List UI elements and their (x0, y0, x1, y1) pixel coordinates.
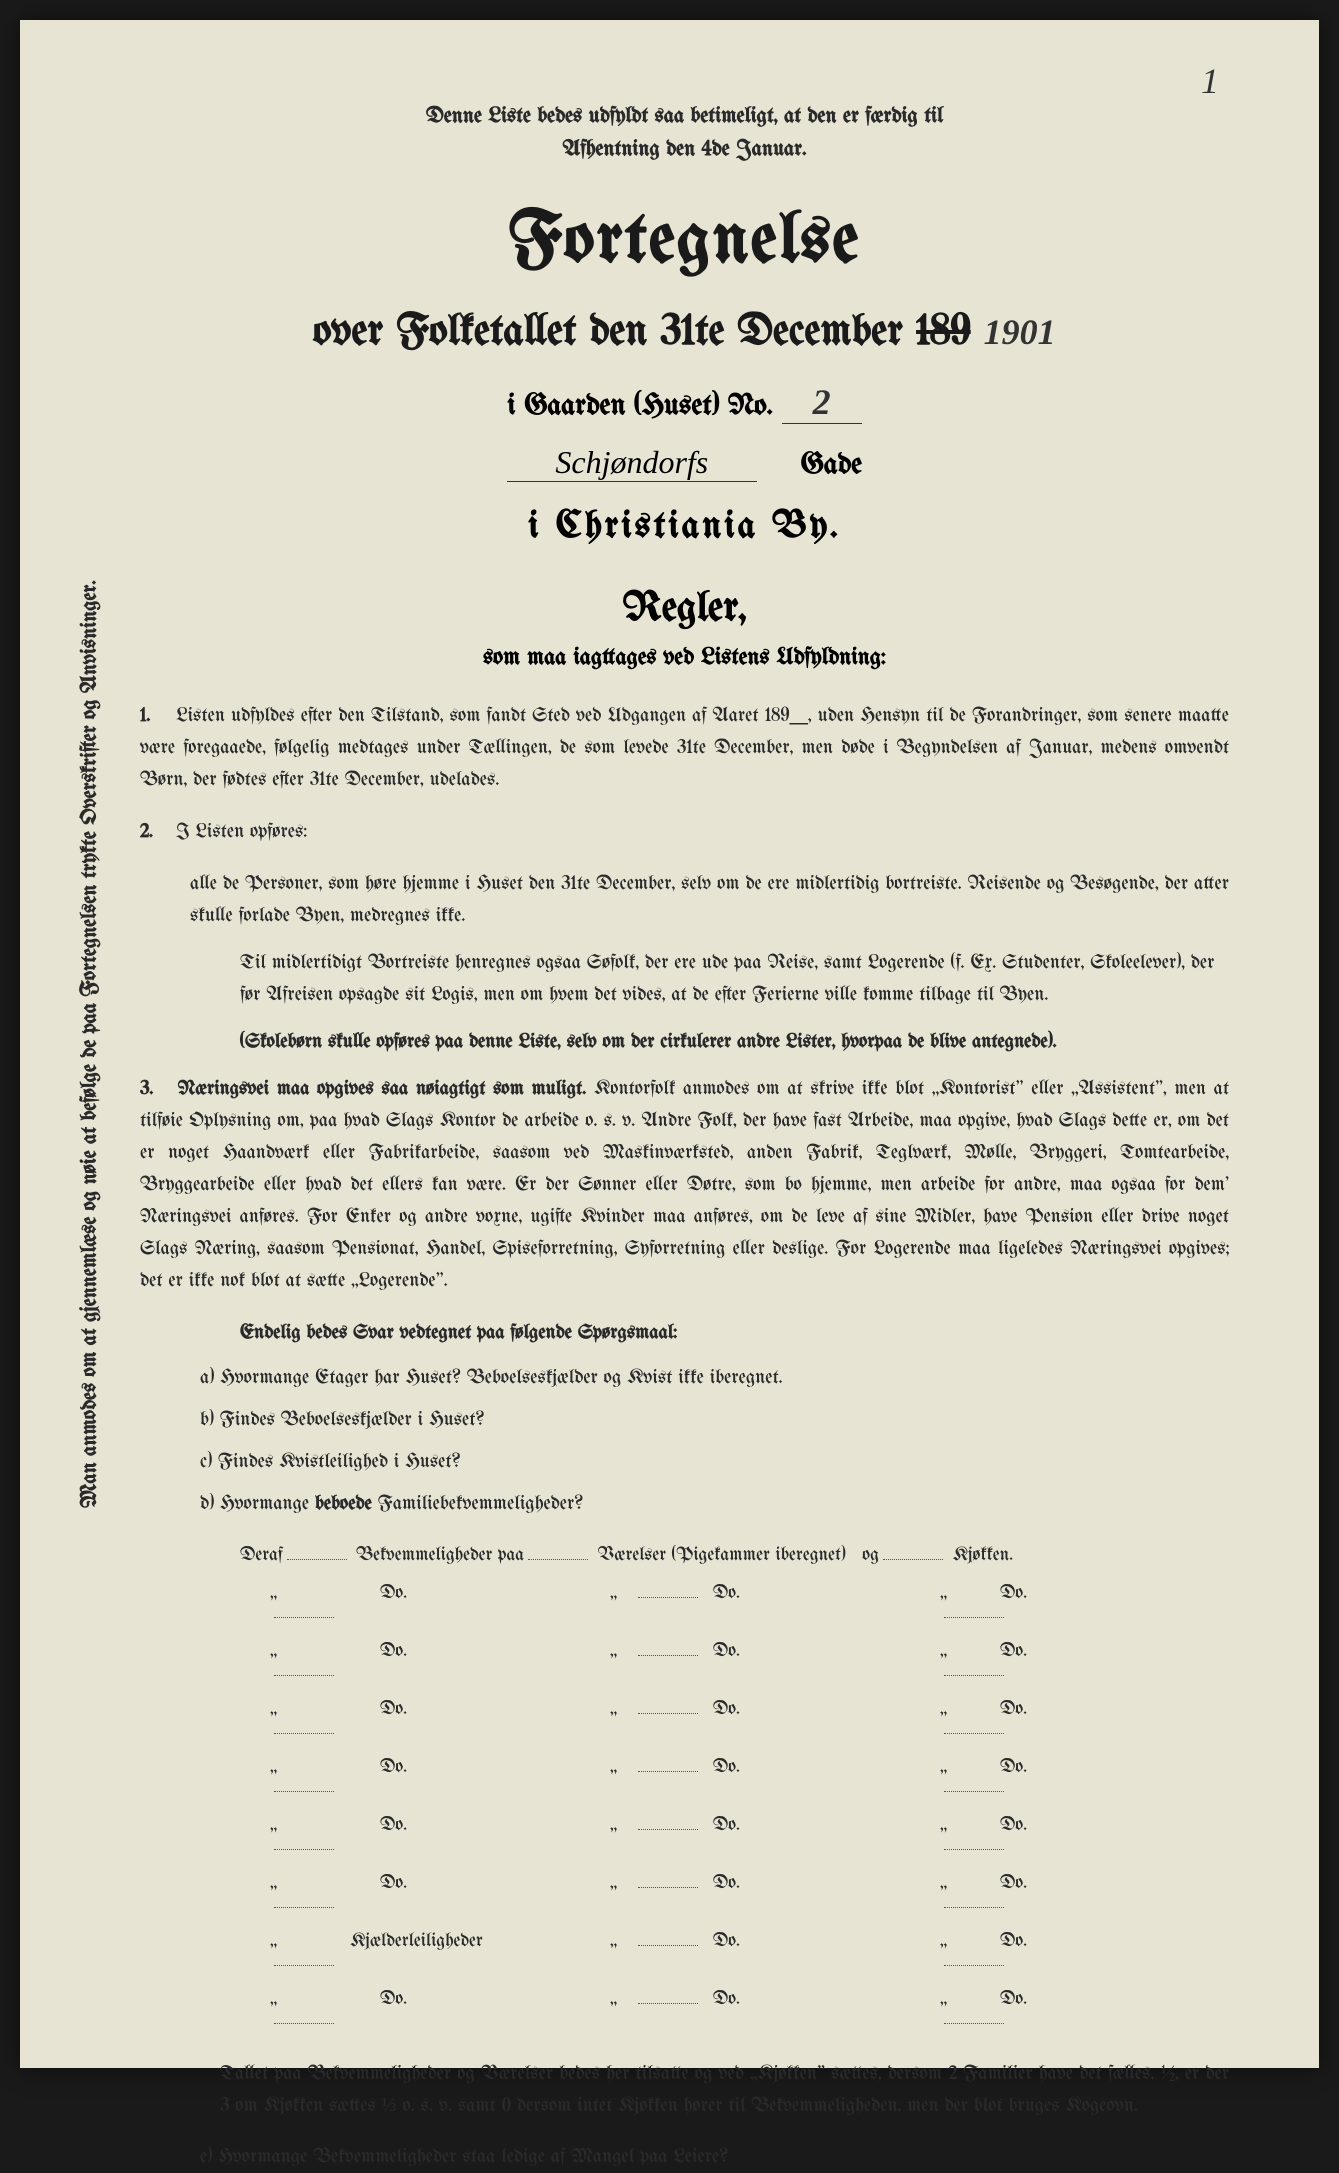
question-b: b) Findes Beboelseskjælder i Huset? (200, 1406, 1229, 1436)
rule-2-content: alle de Personer, som høre hjemme i Huse… (190, 869, 1229, 933)
header-bekv: Bekvemmeligheder paa (356, 1545, 524, 1565)
rule-2-sub1: Til midlertidigt Bortreiste henregnes og… (240, 948, 1229, 1012)
question-c-text: Findes Kvistleilighed i Huset? (218, 1452, 461, 1473)
street-line: Schjøndorfs Gade (140, 444, 1229, 482)
question-e: e) Hvormange Bekvemmeligheder staa ledig… (200, 2143, 1229, 2173)
regler-subtitle: som maa iagttages ved Listens Udfyldning… (140, 646, 1229, 671)
question-b-text: Findes Beboelseskjælder i Huset? (220, 1410, 485, 1431)
vertical-margin-text: Man anmodes om at gjennemlæse og nøie at… (79, 444, 102, 1644)
footer-text: Tallet paa Bekvemmeligheder og Værelser … (220, 2059, 1229, 2123)
rule-2-number: 2. (140, 817, 170, 849)
rule-2: 2. I Listen opføres: (140, 817, 1229, 849)
street-name: Schjøndorfs (507, 444, 757, 482)
notice-line2: Afhentning den 4de Januar. (562, 138, 806, 161)
rule-3: 3. Næringsvei maa opgives saa nøiagtigt … (140, 1074, 1229, 1298)
question-d-letter: d) (200, 1494, 220, 1515)
main-title: Fortegnelse (140, 206, 1229, 280)
subtitle-prefix: over Folketallet den 31te December (313, 310, 903, 356)
table-row: „ Do. „ Do. „ Do. (240, 1583, 1229, 1623)
rule-1: 1. Listen udfyldes efter den Tilstand, s… (140, 701, 1229, 797)
year-handwritten: 1901 (984, 312, 1056, 352)
table-row: „ Do. „ Do. „ Do. (240, 1699, 1229, 1739)
header-vaer: Værelser (Pigekammer iberegnet) (598, 1545, 846, 1565)
question-d: d) Hvormange beboede Familiebekvemmeligh… (200, 1490, 1229, 1520)
rule-1-number: 1. (140, 701, 170, 733)
question-a: a) Hvormange Etager har Huset? Beboelses… (200, 1364, 1229, 1394)
gaarden-line: i Gaarden (Huset) No. 2 (140, 381, 1229, 424)
gaarden-label: i Gaarden (Huset) No. (507, 390, 772, 422)
year-struck: 189 (916, 310, 971, 356)
rule-3-text: Kontorfolk anmodes om at skrive ikke blo… (140, 1079, 1229, 1292)
table-row-kjaelder: „ Kjælderleiligheder „ Do. „ Do. (240, 1931, 1229, 1971)
question-a-text: Hvormange Etager har Huset? Beboelseskjæ… (220, 1368, 783, 1389)
city-line: i Christiania By. (140, 507, 1229, 547)
subtitle: over Folketallet den 31te December 189 1… (140, 310, 1229, 356)
gaarden-number: 2 (782, 381, 862, 424)
header-kjok: Kjøkken. (953, 1545, 1014, 1565)
table-row: „ Do. „ Do. „ Do. (240, 1815, 1229, 1855)
table-row: „ Do. „ Do. „ Do. (240, 1873, 1229, 1913)
regler-title: Regler, (140, 587, 1229, 631)
table-header: Deraf Bekvemmeligheder paa Værelser (Pig… (240, 1545, 1229, 1565)
apartments-table: Deraf Bekvemmeligheder paa Værelser (Pig… (240, 1545, 1229, 2029)
question-e-letter: e) (200, 2147, 218, 2168)
question-e-text: Hvormange Bekvemmeligheder staa ledige a… (218, 2147, 728, 2168)
gade-label: Gade (801, 449, 862, 481)
question-c: c) Findes Kvistleilighed i Huset? (200, 1448, 1229, 1478)
questions-heading: Endelig bedes Svar vedtegnet paa følgend… (240, 1323, 1229, 1344)
question-b-letter: b) (200, 1410, 220, 1431)
page-number: 1 (1201, 60, 1219, 102)
table-row: „ Do. „ Do. „ Do. (240, 1641, 1229, 1681)
question-c-letter: c) (200, 1452, 218, 1473)
table-row: „ Do. „ Do. „ Do. (240, 1757, 1229, 1797)
rule-2-sub2: (Skolebørn skulle opføres paa denne List… (240, 1027, 1229, 1059)
header-og: og (862, 1545, 879, 1565)
header-deraf: Deraf (240, 1545, 283, 1565)
document-page: 1 Man anmodes om at gjennemlæse og nøie … (20, 20, 1319, 2068)
notice-line1: Denne Liste bedes udfyldt saa betimeligt… (426, 105, 943, 128)
rule-2-label: I Listen opføres: (176, 822, 307, 843)
top-notice: Denne Liste bedes udfyldt saa betimeligt… (140, 100, 1229, 166)
table-row: „ Do. „ Do. „ Do. (240, 1989, 1229, 2029)
question-a-letter: a) (200, 1368, 220, 1389)
rule-1-text: Listen udfyldes efter den Tilstand, som … (140, 706, 1229, 791)
rule-3-number: 3. (140, 1074, 170, 1106)
